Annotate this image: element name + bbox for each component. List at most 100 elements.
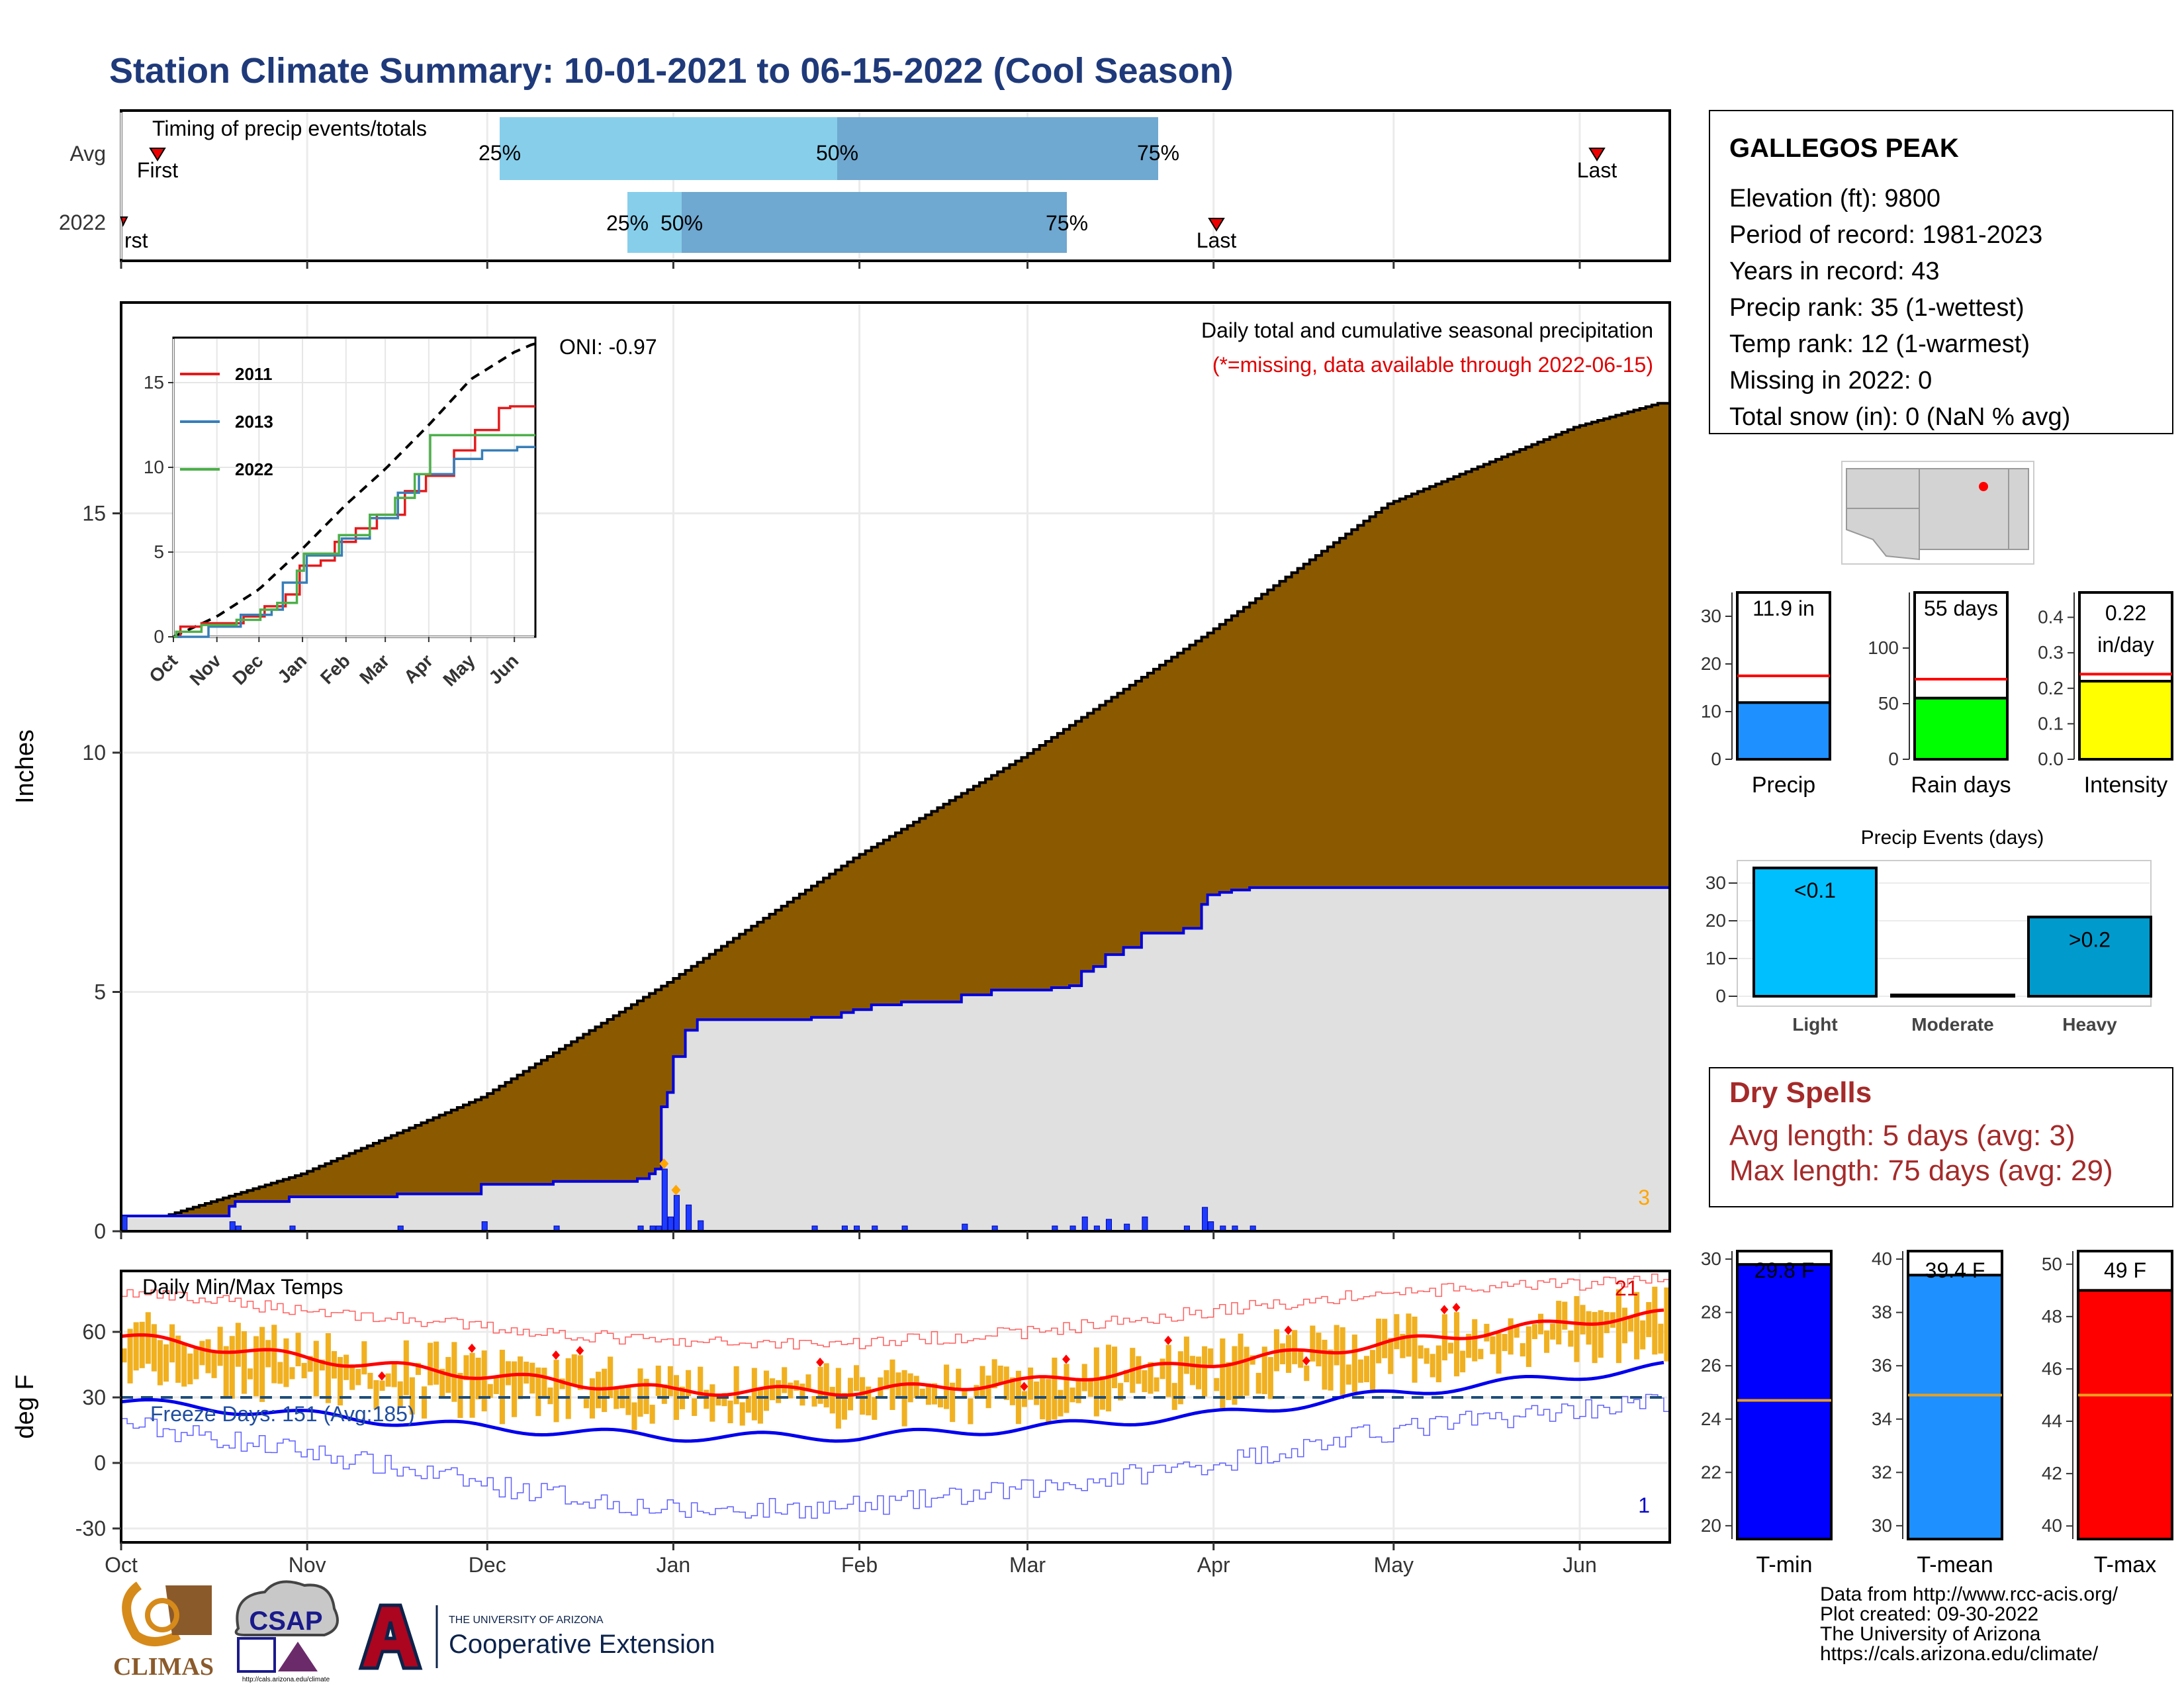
temp-range-bar — [794, 1380, 799, 1391]
temp-range-bar — [692, 1398, 698, 1417]
temp-range-bar — [493, 1377, 499, 1394]
temp-bar-tick-label: 42 — [2042, 1463, 2062, 1483]
large-event-markers — [659, 1158, 681, 1196]
y2022-iqr-upper — [682, 192, 1067, 253]
temp-range-bar — [379, 1380, 385, 1391]
temp-range-bar — [991, 1359, 997, 1389]
temp-range-bar — [211, 1352, 217, 1378]
temp-range-bar — [1544, 1330, 1550, 1353]
temp-range-bar — [289, 1367, 295, 1380]
temp-range-bar — [956, 1368, 962, 1389]
current-cumulative-area — [120, 886, 1671, 1233]
temp-range-bar — [733, 1366, 739, 1405]
temp-range-bar — [277, 1362, 283, 1384]
record-high-marker — [1284, 1325, 1293, 1335]
temp-range-bar — [931, 1383, 937, 1405]
page-title: Station Climate Summary: 10-01-2021 to 0… — [109, 51, 1234, 91]
record-high-marker — [1302, 1356, 1310, 1366]
temp-range-bar — [229, 1336, 235, 1399]
daily-precip-bar — [121, 1215, 128, 1232]
record-min-line — [121, 1393, 1670, 1519]
temp-bar-tick-label: 38 — [1872, 1302, 1892, 1323]
mini-bar-tick-label: 0.3 — [2038, 642, 2064, 663]
temp-range-bar — [1087, 1379, 1093, 1397]
temp-range-bar — [1286, 1335, 1292, 1373]
temp-range-bar — [704, 1389, 709, 1409]
seasonal-temp-bars: 20 22 24 26 28 30 29.8 F T-min 30 32 34 36 38 40 39.4 … — [1701, 1248, 2173, 1577]
temp-range-bar — [788, 1382, 794, 1399]
temp-range-bar — [1124, 1370, 1130, 1383]
temp-range-bar — [770, 1378, 776, 1401]
mini-bar-label: Intensity — [2084, 773, 2168, 798]
mini-bar-tick-label: 100 — [1868, 637, 1899, 658]
temp-bar-value — [1736, 1263, 1833, 1541]
temp-range-bar — [919, 1388, 925, 1399]
temp-range-bar — [1189, 1356, 1195, 1385]
temp-range-bar — [625, 1387, 631, 1415]
temp-range-bar — [686, 1370, 692, 1397]
events-bar — [1752, 867, 1878, 998]
temp-bar-tick-label: 30 — [1872, 1515, 1892, 1536]
inset-series-2022 — [173, 434, 535, 638]
inset-legend-2013: 2013 — [235, 412, 273, 432]
event-count-label: 3 — [1638, 1186, 1650, 1209]
record-high-marker — [468, 1343, 477, 1353]
temp-range-bar — [1214, 1378, 1220, 1391]
temp-range-bar — [127, 1329, 133, 1383]
station-line-precip-rank: Precip rank: 35 (1-wettest) — [1729, 294, 2025, 322]
temp-range-bar — [1490, 1336, 1496, 1354]
temp-range-bar — [667, 1366, 673, 1397]
temp-range-bar — [1568, 1330, 1574, 1347]
record-high-marker — [1164, 1335, 1173, 1345]
temp-range-bar — [1112, 1346, 1118, 1389]
month-tick-label: Apr — [1197, 1553, 1230, 1577]
temp-bar-label: T-max — [2094, 1552, 2156, 1577]
temp-range-bar — [1069, 1387, 1075, 1403]
row-label-avg: Avg — [69, 142, 106, 165]
temp-range-bar — [1508, 1318, 1514, 1355]
station-line-years: Years in record: 43 — [1729, 258, 1940, 285]
temp-range-bar — [1345, 1364, 1351, 1385]
temp-bar-tick-label: 28 — [1701, 1302, 1721, 1323]
temp-range-bar — [1304, 1365, 1310, 1382]
temp-range-bar — [199, 1340, 205, 1366]
record-high-marker — [552, 1350, 561, 1360]
events-bar — [1890, 994, 2015, 998]
temp-bar-tick-label: 30 — [1701, 1248, 1721, 1269]
temp-range-bar — [187, 1353, 193, 1385]
temp-range-bar — [1537, 1313, 1544, 1335]
temp-range-bar — [1520, 1343, 1525, 1357]
temp-range-bar — [782, 1367, 788, 1393]
temp-range-bar — [866, 1386, 872, 1416]
inset-legend-2011: 2011 — [235, 364, 272, 384]
mini-bar-label: Rain days — [1911, 773, 2011, 798]
temp-range-bar — [1165, 1344, 1171, 1397]
temp-range-bar — [403, 1340, 409, 1395]
mini-bar-value-label: in/day — [2097, 633, 2154, 657]
temp-range-bar — [313, 1340, 319, 1397]
temp-range-bar — [421, 1386, 428, 1419]
temp-range-bar — [1460, 1350, 1466, 1373]
temp-range-bar — [1646, 1301, 1652, 1337]
avg-first-label: First — [137, 158, 178, 182]
temp-range-bar — [673, 1375, 679, 1420]
events-category-label: Heavy — [2062, 1014, 2117, 1035]
temp-range-bar — [181, 1343, 187, 1387]
mini-bar-value-label: 0.22 — [2105, 601, 2146, 625]
temp-ytick-label: 0 — [94, 1451, 106, 1475]
temp-range-bar — [1382, 1319, 1388, 1358]
temp-range-bar — [1388, 1338, 1394, 1374]
temp-range-bar — [614, 1389, 619, 1409]
locator-map — [1841, 461, 2034, 565]
temp-range-bar — [589, 1378, 596, 1419]
temp-range-bar — [1370, 1350, 1376, 1390]
month-tick-label: Mar — [1009, 1553, 1046, 1577]
inset-ytick-label: 15 — [144, 372, 164, 393]
temp-range-bar — [829, 1387, 835, 1414]
temps-label: Daily Min/Max Temps — [142, 1275, 343, 1299]
temp-range-bar — [709, 1384, 715, 1422]
temp-range-bar — [235, 1323, 241, 1367]
temp-range-bar — [415, 1362, 421, 1376]
temp-range-bar — [439, 1368, 445, 1399]
temp-range-bar — [1202, 1346, 1208, 1397]
